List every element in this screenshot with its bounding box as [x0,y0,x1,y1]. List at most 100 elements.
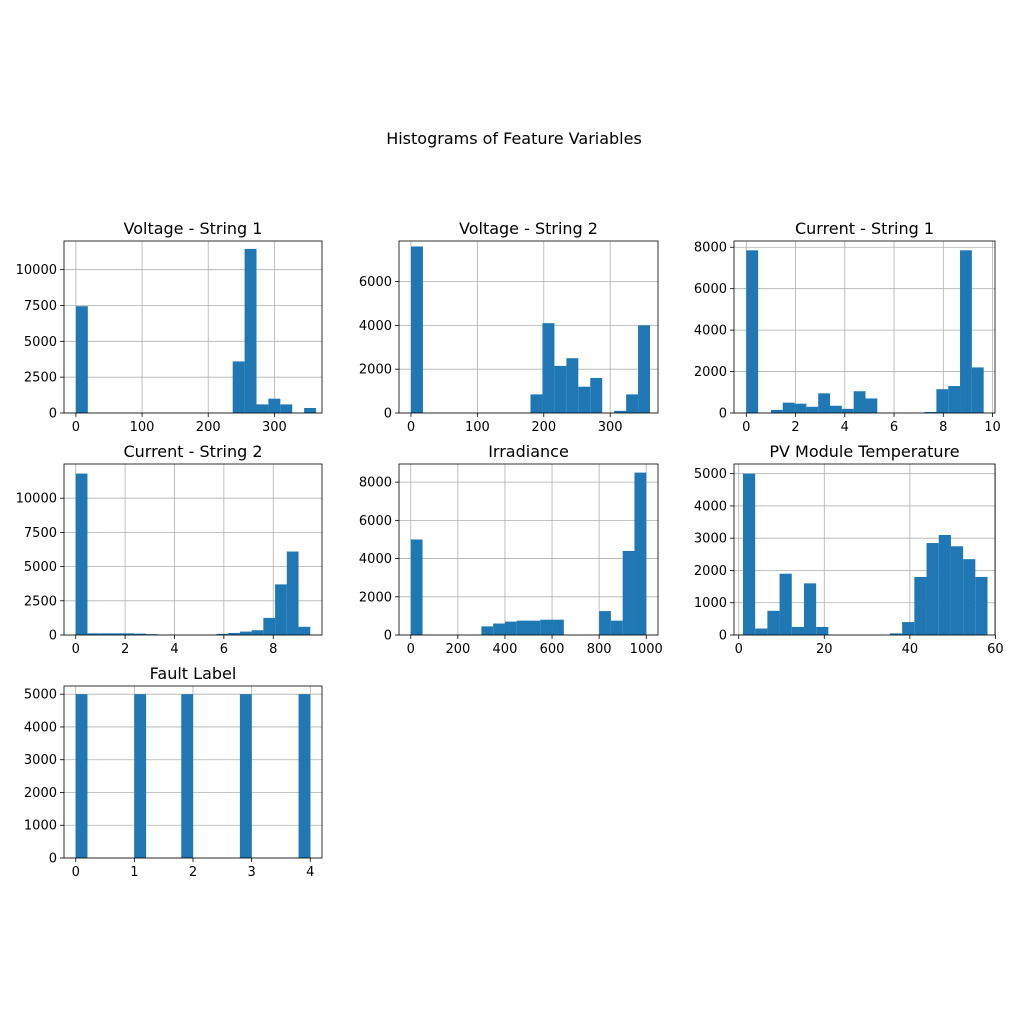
subplot-title: PV Module Temperature [769,442,959,461]
subplot-current-string-1: 0 2 4 6 8 10 0 2000 4000 6000 8000 Current - String… [694,219,1001,435]
y-tick-label: 5000 [694,467,727,482]
histogram-bar [239,694,252,858]
x-tick-label: 8 [939,420,947,435]
histogram-bar [782,402,795,413]
histogram-bar [767,610,780,635]
subplot-title: Current - String 1 [795,219,934,238]
subplot-title: Fault Label [150,664,237,683]
y-tick-label: 6000 [359,275,392,290]
histogram-bar [244,248,257,413]
histogram-bar [818,393,831,413]
histogram-bar [516,620,529,635]
x-tick-label: 8 [269,642,277,657]
subplot-title: Voltage - String 1 [124,219,263,238]
axes-frame [733,463,996,636]
x-tick-label: 40 [902,642,919,657]
histogram-bar [889,633,903,635]
x-tick-label: 4 [306,865,314,880]
y-tick-label: 0 [719,629,727,644]
x-tick-label: 0 [407,420,415,435]
y-tick-label: 4000 [359,552,392,567]
histogram-bar [134,633,147,635]
x-tick-label: 4 [170,642,178,657]
histogram-bar [791,626,804,635]
x-tick-label: 100 [465,420,490,435]
y-tick-label: 5000 [24,560,57,575]
histogram-bar [410,246,423,413]
histogram-bar [975,576,988,635]
histogram-bar [251,630,264,635]
x-tick-label: 6 [890,420,898,435]
x-tick-label: 20 [816,642,833,657]
histogram-bar [779,573,792,635]
subplot-current-string-2: 0 2 4 6 8 0 2500 5000 7500 10000 Current - String … [16,442,323,657]
histogram-bar [75,694,88,858]
axes-frame [398,463,659,636]
histogram-bar [146,634,158,635]
histogram-bar [275,584,287,635]
y-tick-label: 4000 [359,319,392,334]
histogram-bar [614,410,627,413]
x-tick-label: 200 [445,642,470,657]
histogram-bar [914,576,927,635]
histogram-bar [540,619,553,635]
histogram-bar [936,389,949,413]
y-tick-label: 0 [49,629,57,644]
histogram-bar [865,398,878,413]
y-tick-label: 2500 [24,594,57,609]
y-tick-label: 0 [49,852,57,867]
histogram-bar [122,633,135,635]
histogram-bar [746,250,759,413]
histogram-bar [298,626,311,635]
histogram-bar [566,358,579,413]
histogram-bar [830,405,842,413]
axes-frame [63,240,323,414]
histogram-bar [806,406,819,413]
histogram-bar [232,361,245,413]
subplot-voltage-string-1: 0 100 200 300 0 2500 5000 7500 10000 Voltage - St… [16,219,323,435]
histogram-bar [542,323,555,413]
histogram-bar [530,394,543,413]
y-tick-label: 4000 [24,720,57,735]
histogram-bar [280,404,293,413]
histogram-bar [75,306,88,413]
x-tick-label: 300 [262,420,287,435]
y-tick-label: 6000 [694,282,727,297]
y-tick-label: 4000 [694,499,727,514]
histogram-bar [528,620,541,635]
x-tick-label: 4 [841,420,849,435]
histogram-bar [622,550,635,635]
y-tick-label: 3000 [694,532,727,547]
y-tick-label: 0 [384,629,392,644]
histogram-bar [493,623,505,635]
y-tick-label: 0 [719,407,727,422]
x-tick-label: 60 [987,642,1004,657]
histogram-bar [902,622,915,635]
x-tick-label: 10 [984,420,1001,435]
axes-frame [733,240,996,414]
histogram-bar [239,631,252,635]
x-tick-label: 1 [130,865,138,880]
y-tick-label: 7500 [24,299,57,314]
x-tick-label: 200 [196,420,221,435]
histogram-bar [626,394,639,413]
histogram-bar [216,633,229,635]
y-tick-label: 2000 [359,590,392,605]
histogram-bar [256,404,269,413]
y-tick-label: 4000 [694,324,727,339]
histogram-bar [181,694,193,858]
x-tick-label: 0 [72,420,80,435]
histogram-bar [504,621,517,635]
histogram-bar [610,620,623,635]
histogram-bar [960,250,972,413]
y-tick-label: 3000 [24,753,57,768]
subplot-pv-module-temperature: 0 20 40 60 0 1000 2000 3000 4000 5000 PV Module Te… [694,442,1004,657]
x-tick-label: 0 [72,642,80,657]
histogram-bar [552,619,564,635]
histogram-bar [590,377,603,413]
x-tick-label: 0 [735,642,743,657]
figure-title: Histograms of Feature Variables [386,129,642,148]
x-tick-label: 0 [72,865,80,880]
x-tick-label: 2 [121,642,129,657]
x-tick-label: 300 [598,420,623,435]
